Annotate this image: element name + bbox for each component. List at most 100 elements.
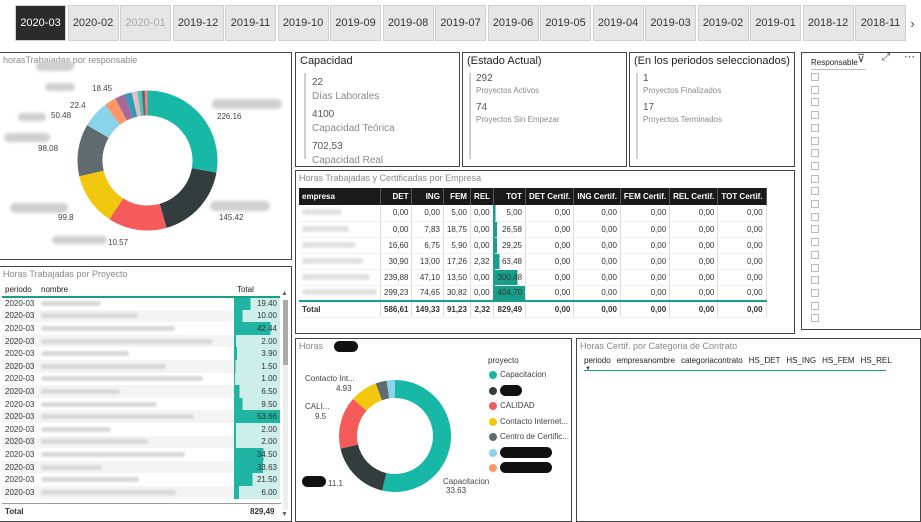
responsible-donut-slice-12[interactable]	[144, 90, 148, 116]
table-row[interactable]: 2020-03 42.44	[2, 322, 280, 335]
sort-icon[interactable]: ▼	[585, 366, 591, 372]
slicer-checkbox[interactable]	[811, 314, 819, 323]
col-header[interactable]: ING Certif.	[573, 188, 621, 205]
col-periodo[interactable]: periodo	[2, 283, 38, 298]
table-row[interactable]: 2020-03 21.50	[2, 473, 280, 486]
legend-swatch[interactable]	[489, 402, 497, 410]
table-row[interactable]: 2020-03 9.50	[2, 397, 280, 411]
tab-2020-01[interactable]: 2020-01	[120, 5, 171, 41]
legend-swatch[interactable]	[489, 448, 497, 457]
responsible-donut-slice-11[interactable]	[141, 90, 146, 116]
slicer-checkbox[interactable]	[811, 263, 819, 272]
slicer-checkbox[interactable]	[811, 288, 819, 297]
tab-2020-02[interactable]: 2020-02	[67, 5, 119, 41]
legend-swatch[interactable]	[489, 464, 497, 472]
responsible-donut-slice-1[interactable]	[159, 168, 217, 228]
tab-2019-12[interactable]: 2019-12	[172, 5, 224, 41]
responsible-donut-slice-3[interactable]	[79, 170, 124, 220]
responsible-donut-slice-5[interactable]	[87, 104, 121, 138]
col-header[interactable]: TOT Certif.	[717, 188, 767, 205]
col-header[interactable]: DET	[380, 188, 413, 205]
slicer-checkbox[interactable]	[811, 123, 819, 132]
tab-2019-10[interactable]: 2019-10	[277, 5, 329, 41]
project-donut-slice-2[interactable]	[339, 398, 367, 449]
responsible-donut-slice-2[interactable]	[109, 198, 167, 231]
project-donut-chart[interactable]	[336, 377, 454, 495]
slicer-checkbox[interactable]	[811, 187, 819, 196]
slicer-checkbox[interactable]	[811, 225, 819, 234]
slicer-checkbox[interactable]	[811, 200, 819, 208]
legend-label[interactable]: CALIDAD	[500, 401, 535, 410]
tab-2019-06[interactable]: 2019-06	[487, 5, 539, 41]
responsible-donut-slice-9[interactable]	[131, 91, 141, 117]
scroll-down-icon[interactable]: ▼	[281, 511, 288, 518]
col-header[interactable]: REL	[470, 188, 495, 205]
responsible-donut-slice-4[interactable]	[77, 125, 109, 177]
tab-2019-03[interactable]: 2019-03	[645, 5, 696, 41]
col-header[interactable]: FEM	[443, 188, 471, 205]
responsible-donut-chart[interactable]	[75, 88, 220, 233]
table-row[interactable]: 2020-03 2.00	[2, 334, 280, 348]
tab-2018-11[interactable]: 2018-11	[855, 5, 906, 41]
responsible-donut-slice-0[interactable]	[147, 90, 218, 173]
legend-label[interactable]: Capacitacion	[500, 370, 547, 379]
table-row[interactable]: 2020-03 19.40	[2, 297, 280, 310]
slicer-checkbox[interactable]	[811, 149, 819, 158]
col-header[interactable]: HS_ING	[786, 356, 817, 365]
col-header[interactable]: categoriacontrato	[680, 356, 743, 365]
project-donut-slice-5[interactable]	[386, 380, 395, 399]
slicer-checkbox[interactable]	[811, 174, 819, 183]
slicer-checkbox[interactable]	[811, 212, 819, 221]
slicer-checkbox[interactable]	[811, 238, 819, 247]
project-donut-slice-4[interactable]	[375, 380, 390, 401]
table-row[interactable]: 2020-03 3.90	[2, 347, 280, 360]
slicer-checkbox[interactable]	[811, 111, 819, 120]
legend-swatch[interactable]	[489, 417, 497, 426]
tab-2018-12[interactable]: 2018-12	[802, 5, 854, 41]
slicer-checkbox[interactable]	[811, 136, 819, 145]
table-row[interactable]: 2020-03 10.00	[2, 309, 280, 323]
responsible-donut-slice-8[interactable]	[124, 92, 138, 119]
table-row[interactable]: 2020-03 53.66	[2, 410, 280, 423]
col-header[interactable]: ING	[411, 188, 444, 205]
col-header[interactable]: HS_REL	[860, 356, 892, 365]
table-row[interactable]: 2020-03 6.00	[2, 485, 280, 499]
col-header[interactable]: empresanombre	[616, 356, 675, 365]
tab-2019-09[interactable]: 2019-09	[330, 5, 381, 41]
col-header[interactable]: TOT	[493, 188, 527, 205]
col-header[interactable]: DET Certif.	[525, 188, 575, 205]
tab-2019-04[interactable]: 2019-04	[592, 5, 644, 41]
project-donut-slice-0[interactable]	[382, 380, 451, 492]
table-row[interactable]: 2020-03 1.00	[2, 372, 280, 386]
project-donut-slice-3[interactable]	[353, 383, 382, 411]
col-nombre[interactable]: nombre	[38, 283, 234, 298]
legend-swatch[interactable]	[489, 386, 497, 395]
legend-label[interactable]: Centro de Certific...	[500, 432, 569, 441]
tab-2020-03[interactable]: 2020-03	[15, 5, 66, 41]
legend-swatch[interactable]	[489, 433, 497, 441]
table-row[interactable]: 2020-03 2.00	[2, 435, 280, 449]
scroll-up-icon[interactable]: ▲	[281, 290, 288, 297]
slicer-checkbox[interactable]	[811, 73, 819, 81]
legend-label[interactable]: Contacto Internet...	[500, 416, 569, 426]
table-row[interactable]: 2020-03 34.50	[2, 448, 280, 461]
slicer-checkbox[interactable]	[811, 276, 819, 285]
more-options-icon[interactable]: ⋯	[904, 51, 915, 63]
tab-2019-07[interactable]: 2019-07	[435, 5, 486, 41]
slicer-checkbox[interactable]	[811, 250, 819, 259]
slicer-checkbox[interactable]	[811, 85, 819, 94]
responsible-donut-slice-7[interactable]	[115, 94, 133, 121]
responsible-donut-slice-10[interactable]	[137, 90, 144, 116]
tab-2019-11[interactable]: 2019-11	[225, 5, 276, 41]
responsible-donut-slice-6[interactable]	[105, 98, 127, 125]
table-row[interactable]: 2020-03 6.50	[2, 385, 280, 398]
filter-icon[interactable]: ⊽	[857, 53, 866, 65]
table-row[interactable]: 2020-03 33.63	[2, 460, 280, 474]
slicer-checkbox[interactable]	[811, 301, 819, 310]
slicer-checkbox[interactable]	[811, 98, 819, 107]
col-header[interactable]: REL Certif.	[669, 188, 719, 205]
tab-2019-05[interactable]: 2019-05	[540, 5, 591, 41]
expand-icon[interactable]: ⤢	[882, 52, 890, 63]
table-row[interactable]: 2020-03 2.00	[2, 422, 280, 436]
table-row[interactable]: 2020-03 1.50	[2, 359, 280, 373]
